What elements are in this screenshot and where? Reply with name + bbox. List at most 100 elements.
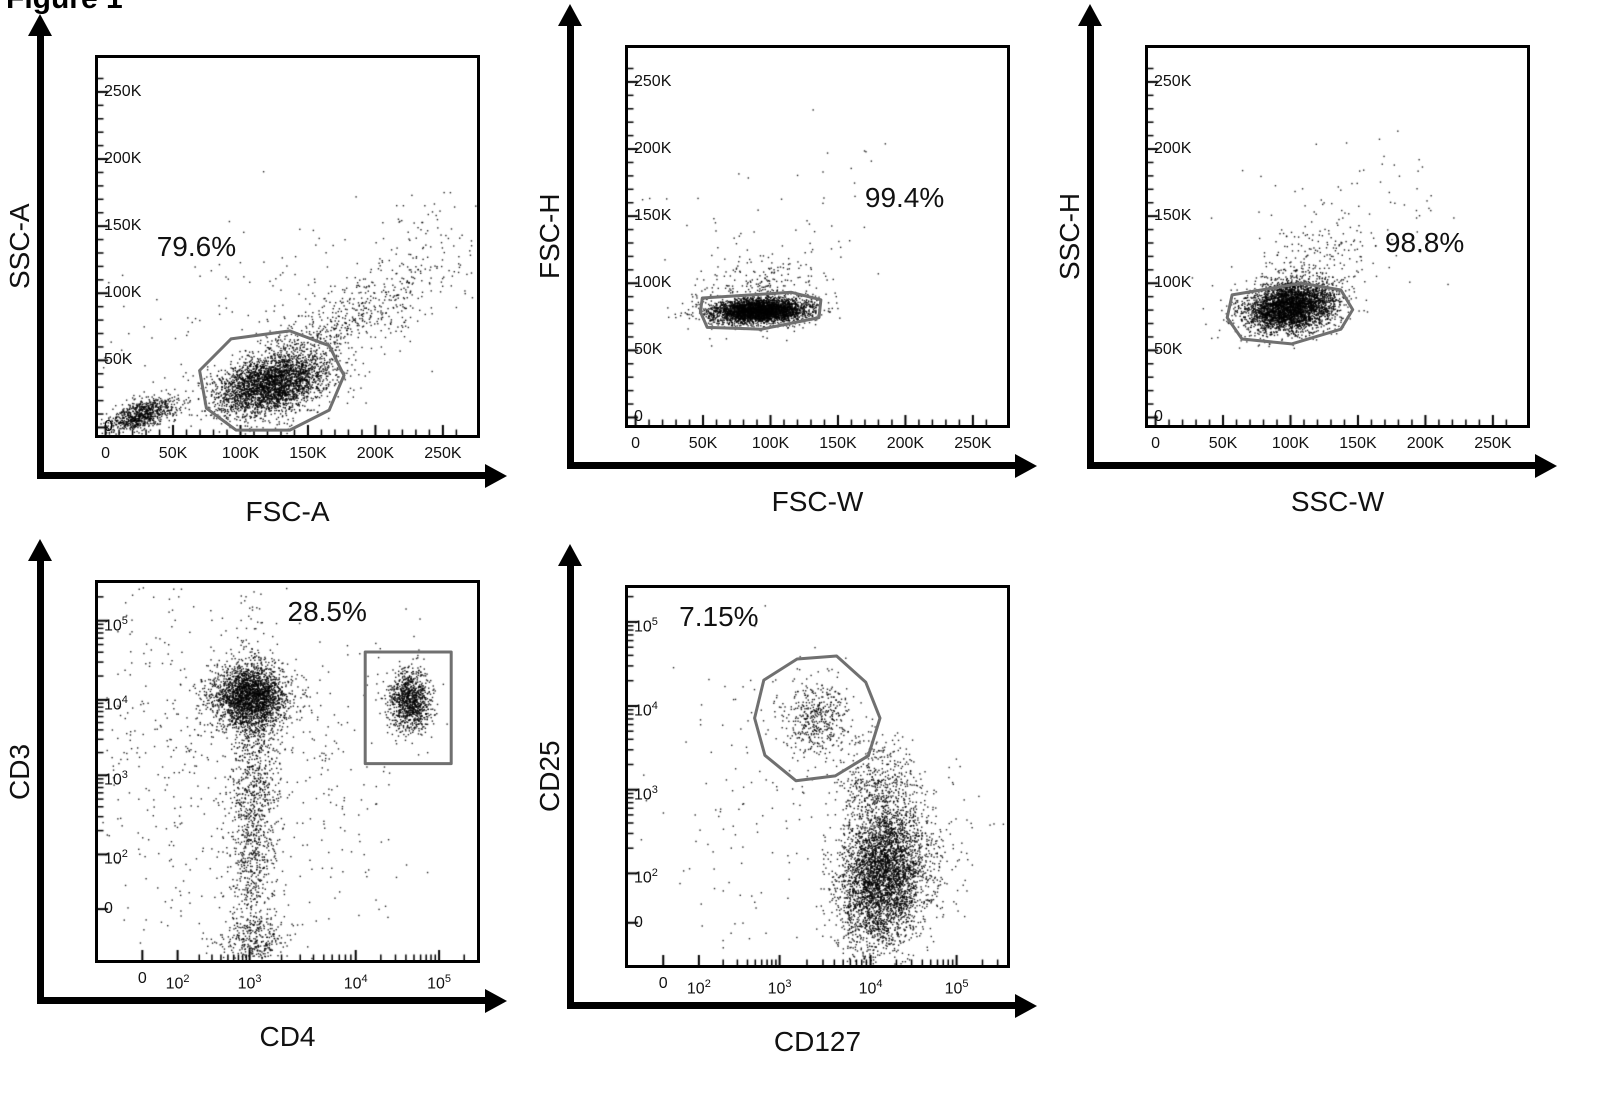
plot-frame: 99.4% 0 50K 100K 150K 200K 250K bbox=[625, 45, 1010, 428]
x-tick-label: 0 bbox=[1151, 435, 1161, 452]
y-tick-label: 100K bbox=[634, 274, 672, 292]
x-tick-label: 250K bbox=[954, 435, 992, 452]
y-tick-label: 250K bbox=[1154, 72, 1192, 90]
gate-percentage: 98.8% bbox=[1384, 227, 1465, 259]
x-tick-label: 50K bbox=[158, 445, 188, 462]
x-axis-label: FSC-A bbox=[245, 496, 330, 527]
y-tick-label: 150K bbox=[634, 207, 672, 225]
plot-fsc-a-vs-ssc-a: SSC-A 79.6% 0 50K 100K 150K 200K 250K 0 50K 100… bbox=[4, 10, 537, 570]
x-axis-label: SSC-W bbox=[1290, 486, 1385, 517]
x-tick-label: 102 bbox=[165, 973, 190, 993]
x-axis-arrow bbox=[37, 463, 507, 488]
y-tick-label: 0 bbox=[104, 418, 113, 436]
x-tick-label: 105 bbox=[944, 978, 969, 998]
gate-percentage: 99.4% bbox=[864, 181, 945, 213]
plot-cd127-vs-cd25: CD25 7.15% 105 104 103 102 0 0 102 103 104 105 C… bbox=[534, 540, 1067, 1100]
scatter-canvas bbox=[1148, 48, 1527, 425]
x-tick-label: 50K bbox=[1208, 435, 1238, 452]
y-axis-arrow bbox=[558, 544, 582, 1009]
x-axis-arrowhead-icon bbox=[485, 463, 507, 488]
y-axis-arrow bbox=[28, 539, 52, 1004]
y-tick-label: 104 bbox=[634, 700, 658, 720]
x-tick-label: 100K bbox=[751, 435, 790, 452]
y-tick-label: 102 bbox=[104, 848, 128, 868]
scatter-canvas bbox=[98, 58, 477, 435]
x-tick-label: 100K bbox=[221, 445, 260, 462]
plot-cd4-vs-cd3: CD3 28.5% 105 104 103 102 0 0 102 103 104 105 CD… bbox=[4, 535, 537, 1095]
x-axis-arrow bbox=[37, 988, 507, 1013]
gate-percentage: 28.5% bbox=[287, 596, 367, 628]
y-axis-arrowhead-icon bbox=[28, 14, 52, 36]
y-tick-label: 100K bbox=[1154, 274, 1192, 292]
x-tick-label: 50K bbox=[688, 435, 718, 452]
x-tick-label: 200K bbox=[356, 445, 395, 462]
y-tick-label: 50K bbox=[634, 341, 663, 359]
x-axis-arrowhead-icon bbox=[1535, 453, 1557, 478]
x-tick-label: 150K bbox=[1339, 435, 1377, 452]
y-tick-label: 150K bbox=[1154, 207, 1192, 225]
plot-fsc-w-vs-fsc-h: FSC-H 99.4% 0 50K 100K 150K 200K 250K 0 50K 100… bbox=[534, 0, 1067, 560]
x-tick-label: 100K bbox=[1271, 435, 1310, 452]
y-tick-label: 150K bbox=[104, 217, 142, 235]
y-tick-label: 0 bbox=[634, 408, 643, 426]
x-axis-arrow bbox=[567, 993, 1037, 1018]
scatter-canvas bbox=[98, 583, 477, 960]
x-tick-labels: 0 50K 100K 150K 200K 250K bbox=[625, 434, 1010, 458]
y-axis-arrowhead-icon bbox=[558, 4, 582, 26]
x-tick-label: 150K bbox=[819, 435, 857, 452]
scatter-canvas bbox=[628, 48, 1007, 425]
x-tick-labels: 0 102 103 104 105 bbox=[95, 969, 480, 993]
x-tick-label: 103 bbox=[237, 973, 262, 993]
y-tick-label: 250K bbox=[104, 82, 142, 100]
y-tick-label: 0 bbox=[104, 900, 113, 918]
x-tick-label: 0 bbox=[101, 445, 111, 462]
x-tick-label: 200K bbox=[1406, 435, 1445, 452]
x-axis-arrow bbox=[567, 453, 1037, 478]
x-tick-label: 104 bbox=[343, 973, 368, 993]
plot-ssc-w-vs-ssc-h: SSC-H 98.8% 0 50K 100K 150K 200K 250K 0 50K 100… bbox=[1054, 0, 1587, 560]
x-tick-label: 0 bbox=[631, 435, 641, 452]
y-axis-label: CD3 bbox=[4, 743, 35, 800]
y-tick-label: 104 bbox=[104, 693, 128, 714]
y-axis-arrow bbox=[28, 14, 52, 479]
y-axis-arrowhead-icon bbox=[558, 544, 582, 566]
plot-frame: 28.5% 105 104 103 102 0 bbox=[95, 580, 480, 963]
y-axis-label: SSC-A bbox=[4, 203, 35, 290]
y-tick-label: 103 bbox=[634, 783, 658, 804]
y-axis-arrow bbox=[558, 4, 582, 469]
y-tick-label: 250K bbox=[634, 72, 672, 90]
y-tick-label: 105 bbox=[104, 614, 128, 635]
x-tick-label: 200K bbox=[886, 435, 925, 452]
x-tick-labels: 0 102 103 104 105 bbox=[625, 974, 1010, 998]
y-tick-label: 100K bbox=[104, 284, 142, 302]
plot-frame: 7.15% 105 104 103 102 0 bbox=[625, 585, 1010, 968]
y-axis-label: SSC-H bbox=[1054, 192, 1085, 281]
y-axis-arrowhead-icon bbox=[28, 539, 52, 561]
y-axis-arrowhead-icon bbox=[1078, 4, 1102, 26]
x-tick-label: 0 bbox=[137, 970, 147, 987]
y-tick-label: 200K bbox=[1154, 140, 1192, 158]
y-tick-label: 103 bbox=[104, 769, 128, 789]
y-axis-label: FSC-H bbox=[534, 193, 565, 280]
x-tick-label: 102 bbox=[686, 978, 711, 998]
y-tick-label: 50K bbox=[104, 351, 133, 369]
plot-frame: 79.6% 0 50K 100K 150K 200K 250K bbox=[95, 55, 480, 438]
y-axis-label: CD25 bbox=[534, 740, 565, 813]
y-tick-label: 102 bbox=[634, 867, 658, 887]
x-axis-label: CD4 bbox=[259, 1021, 316, 1052]
x-tick-labels: 0 50K 100K 150K 200K 250K bbox=[95, 444, 480, 468]
x-axis-label: CD127 bbox=[773, 1026, 862, 1057]
x-tick-label: 104 bbox=[858, 978, 883, 998]
y-tick-label: 0 bbox=[634, 913, 643, 931]
x-tick-label: 150K bbox=[289, 445, 327, 462]
x-tick-label: 105 bbox=[427, 973, 452, 993]
x-axis-arrowhead-icon bbox=[1015, 993, 1037, 1018]
x-tick-label: 250K bbox=[424, 445, 462, 462]
figure-title: Figure 1 bbox=[6, 0, 123, 16]
plot-frame: 98.8% 0 50K 100K 150K 200K 250K bbox=[1145, 45, 1530, 428]
y-tick-label: 0 bbox=[1154, 408, 1163, 426]
y-tick-label: 200K bbox=[104, 150, 142, 168]
scatter-canvas bbox=[628, 588, 1007, 965]
x-axis-arrowhead-icon bbox=[1015, 453, 1037, 478]
y-tick-label: 50K bbox=[1154, 341, 1183, 359]
